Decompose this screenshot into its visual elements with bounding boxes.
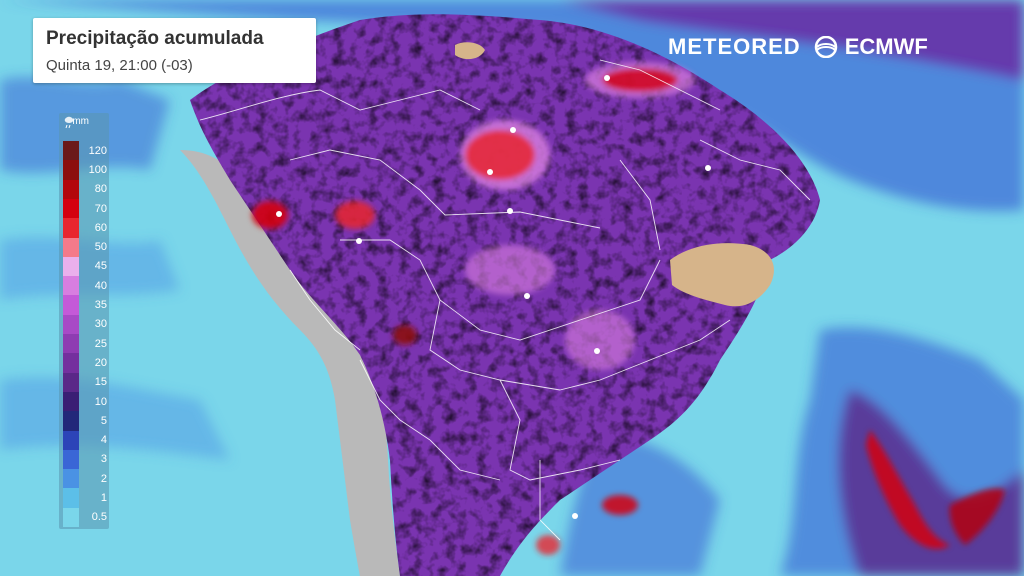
legend-swatch	[63, 198, 79, 219]
country-borders	[199, 59, 811, 541]
legend-level-label: 0.5	[91, 511, 107, 524]
ocean-storm-cores	[866, 430, 1005, 549]
legend-level-label: 25	[94, 337, 107, 350]
legend-swatch	[63, 237, 79, 258]
legend-swatch	[63, 449, 79, 470]
northeast-dry-zone	[455, 42, 774, 307]
legend-swatch	[63, 314, 79, 335]
legend-level-label: 20	[94, 356, 107, 369]
legend-level-label: 100	[88, 163, 107, 176]
map-subtitle: Quinta 19, 21:00 (-03)	[46, 57, 193, 74]
legend-swatch	[63, 334, 79, 354]
heavy-rain-cells	[252, 62, 695, 555]
andes-dry-land	[180, 150, 400, 576]
legend-level-label: 10	[94, 395, 107, 408]
legend-swatch	[63, 353, 79, 374]
legend-swatch	[63, 430, 79, 451]
legend-swatch	[63, 218, 79, 238]
legend-level-label: 4	[100, 434, 107, 447]
legend-swatch	[63, 488, 79, 509]
map-title: Precipitação acumulada	[46, 28, 264, 49]
legend-swatch	[63, 295, 79, 316]
legend-swatch	[63, 256, 79, 277]
legend-level-label: 1	[100, 492, 107, 505]
legend-level-label: 30	[94, 318, 107, 331]
legend-level-label: 60	[94, 221, 107, 234]
ecmwf-wordmark: ECMWF	[844, 34, 928, 59]
ecmwf-logo-icon	[814, 36, 837, 58]
legend-swatch	[63, 391, 79, 412]
legend-unit: mm	[72, 116, 89, 127]
legend-level-label: 70	[94, 202, 107, 215]
branding: METEORED ECMWF	[668, 33, 928, 61]
meteored-logo: METEORED	[668, 34, 801, 59]
legend-swatch	[63, 160, 79, 181]
legend-level-label: 80	[94, 183, 107, 196]
legend-swatch	[63, 411, 79, 431]
legend-swatch	[63, 276, 79, 296]
rain-field-texture	[190, 14, 820, 576]
legend-level-label: 5	[100, 414, 107, 427]
legend-level-label: 35	[94, 299, 107, 312]
rain-gauge-icon	[64, 116, 74, 129]
legend-level-label: 45	[94, 260, 107, 273]
city-markers	[276, 75, 711, 519]
legend-level-label: 15	[94, 376, 107, 389]
legend-level-label: 2	[100, 472, 107, 485]
legend-level-label: 40	[94, 279, 107, 292]
precipitation-legend: mm 120 100 80 70 60 50 45 40 35 30 25 20 15 10 5 4 3 2 1 0.…	[59, 113, 109, 529]
continent-rainfall	[190, 14, 820, 576]
legend-color-bar	[63, 141, 79, 528]
legend-swatch	[63, 507, 79, 528]
title-box: Precipitação acumulada Quinta 19, 21:00 …	[33, 18, 316, 83]
legend-swatch	[63, 179, 79, 200]
legend-level-label: 120	[88, 144, 107, 157]
legend-level-label: 3	[100, 453, 107, 466]
legend-swatch	[63, 372, 79, 393]
legend-swatch	[63, 469, 79, 489]
legend-level-label: 50	[94, 241, 107, 254]
legend-swatch	[63, 141, 79, 161]
